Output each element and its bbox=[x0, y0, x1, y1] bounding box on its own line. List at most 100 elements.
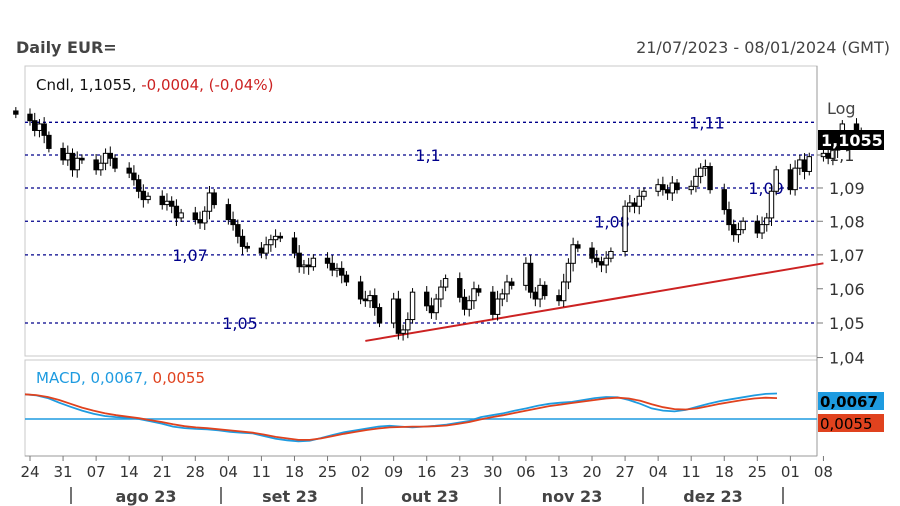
candle-body bbox=[192, 212, 199, 221]
x-tick-label: 11 bbox=[682, 463, 701, 481]
x-tick-label: 04 bbox=[649, 463, 668, 481]
x-tick-label: 25 bbox=[748, 463, 767, 481]
candle-body bbox=[504, 281, 510, 295]
macd-legend-name: MACD, 0,0067, bbox=[36, 369, 153, 387]
y-tick-label: 1,08 bbox=[829, 212, 865, 231]
candle-body bbox=[702, 166, 709, 169]
trendline-segment bbox=[365, 262, 824, 342]
candle-body bbox=[65, 152, 71, 161]
candle-body bbox=[178, 212, 184, 219]
candle-body bbox=[41, 123, 47, 136]
x-tick-label: 21 bbox=[153, 463, 172, 481]
candle-body bbox=[400, 329, 406, 334]
candle-body bbox=[556, 295, 562, 302]
candle-body bbox=[164, 200, 170, 206]
price-y-axis: 1,04 1,05 1,06 1,07 1,08 1,09 1,1 bbox=[817, 146, 865, 368]
x-tick-label: 09 bbox=[384, 463, 403, 481]
candle-body bbox=[405, 319, 411, 331]
candle-body bbox=[235, 224, 241, 237]
candle-body bbox=[329, 262, 335, 271]
candle-body bbox=[622, 205, 628, 252]
month-label: ago 23 bbox=[115, 487, 176, 506]
candle-body bbox=[126, 167, 132, 174]
x-tick-label: 25 bbox=[318, 463, 337, 481]
candle-body bbox=[523, 262, 529, 286]
candle-body bbox=[230, 219, 236, 226]
level-label: 1,11 bbox=[689, 113, 725, 132]
candle-body bbox=[664, 189, 671, 194]
candle-body bbox=[197, 219, 203, 224]
candle-body bbox=[608, 250, 614, 259]
candle-body bbox=[509, 281, 515, 286]
candle-body bbox=[140, 190, 147, 201]
candle-body bbox=[542, 284, 548, 297]
candle-body bbox=[660, 184, 666, 191]
candle-body bbox=[362, 298, 369, 302]
candle-body bbox=[655, 184, 661, 192]
candle-body bbox=[324, 257, 331, 264]
x-tick-label: 28 bbox=[186, 463, 205, 481]
candle-body bbox=[461, 296, 468, 310]
candle-body bbox=[721, 189, 727, 211]
candle-body bbox=[471, 288, 477, 302]
month-label: out 23 bbox=[401, 487, 459, 506]
candle-body bbox=[669, 182, 676, 194]
x-tick-label: 13 bbox=[549, 463, 568, 481]
candle-body bbox=[707, 166, 713, 191]
y-tick-label: 1,1 bbox=[829, 146, 854, 165]
x-tick-label: 16 bbox=[417, 463, 436, 481]
candle-body bbox=[27, 113, 33, 122]
candle-body bbox=[565, 262, 572, 283]
candle-body bbox=[641, 190, 647, 197]
candle-body bbox=[787, 169, 794, 191]
x-tick-label: 14 bbox=[120, 463, 139, 481]
x-tick-label: 23 bbox=[450, 463, 469, 481]
candle-body bbox=[372, 295, 378, 309]
candle-body bbox=[32, 120, 38, 131]
x-tick-label: 27 bbox=[616, 463, 635, 481]
candle-body bbox=[145, 195, 151, 201]
candle-body bbox=[395, 298, 402, 334]
log-scale-label: Log bbox=[827, 99, 856, 118]
candle-body bbox=[428, 305, 435, 314]
x-tick-label: 07 bbox=[87, 463, 106, 481]
candle-body bbox=[466, 300, 472, 310]
candle-body bbox=[764, 217, 770, 226]
candle-body bbox=[631, 202, 638, 207]
x-tick-label: 31 bbox=[54, 463, 73, 481]
macd-series bbox=[24, 392, 817, 443]
candle-body bbox=[560, 281, 567, 302]
level-label: 1,1 bbox=[415, 146, 440, 165]
candle-body bbox=[792, 167, 798, 191]
trendline bbox=[365, 262, 824, 342]
candle-body bbox=[79, 157, 85, 161]
last-price-value: 1,1055 bbox=[821, 131, 883, 150]
candle-body bbox=[357, 281, 364, 300]
candle-body bbox=[627, 202, 633, 207]
x-tick-label: 11 bbox=[252, 463, 271, 481]
candle-body bbox=[277, 235, 284, 239]
candle-body bbox=[206, 192, 213, 212]
candle-body bbox=[731, 224, 737, 236]
price-panel-frame bbox=[24, 65, 818, 357]
candle-body bbox=[268, 239, 274, 246]
y-tick-label: 1,07 bbox=[829, 246, 865, 265]
month-label: nov 23 bbox=[542, 487, 603, 506]
candle-body bbox=[594, 257, 600, 263]
y-tick-label: 1,04 bbox=[829, 349, 865, 368]
x-tick-label: 04 bbox=[219, 463, 238, 481]
candle-body bbox=[258, 247, 265, 254]
candle-body bbox=[173, 205, 180, 219]
candle-body bbox=[475, 288, 482, 293]
macd-legend-signal: 0,0055 bbox=[153, 369, 206, 387]
level-label: 1,07 bbox=[172, 246, 208, 265]
candle-body bbox=[598, 261, 605, 266]
candle-body bbox=[575, 244, 581, 249]
candle-body bbox=[537, 284, 543, 300]
candle-body bbox=[589, 247, 595, 259]
candle-body bbox=[107, 152, 113, 159]
macd-value-box bbox=[818, 392, 884, 410]
candle-body bbox=[263, 244, 269, 254]
candle-body bbox=[768, 190, 775, 219]
